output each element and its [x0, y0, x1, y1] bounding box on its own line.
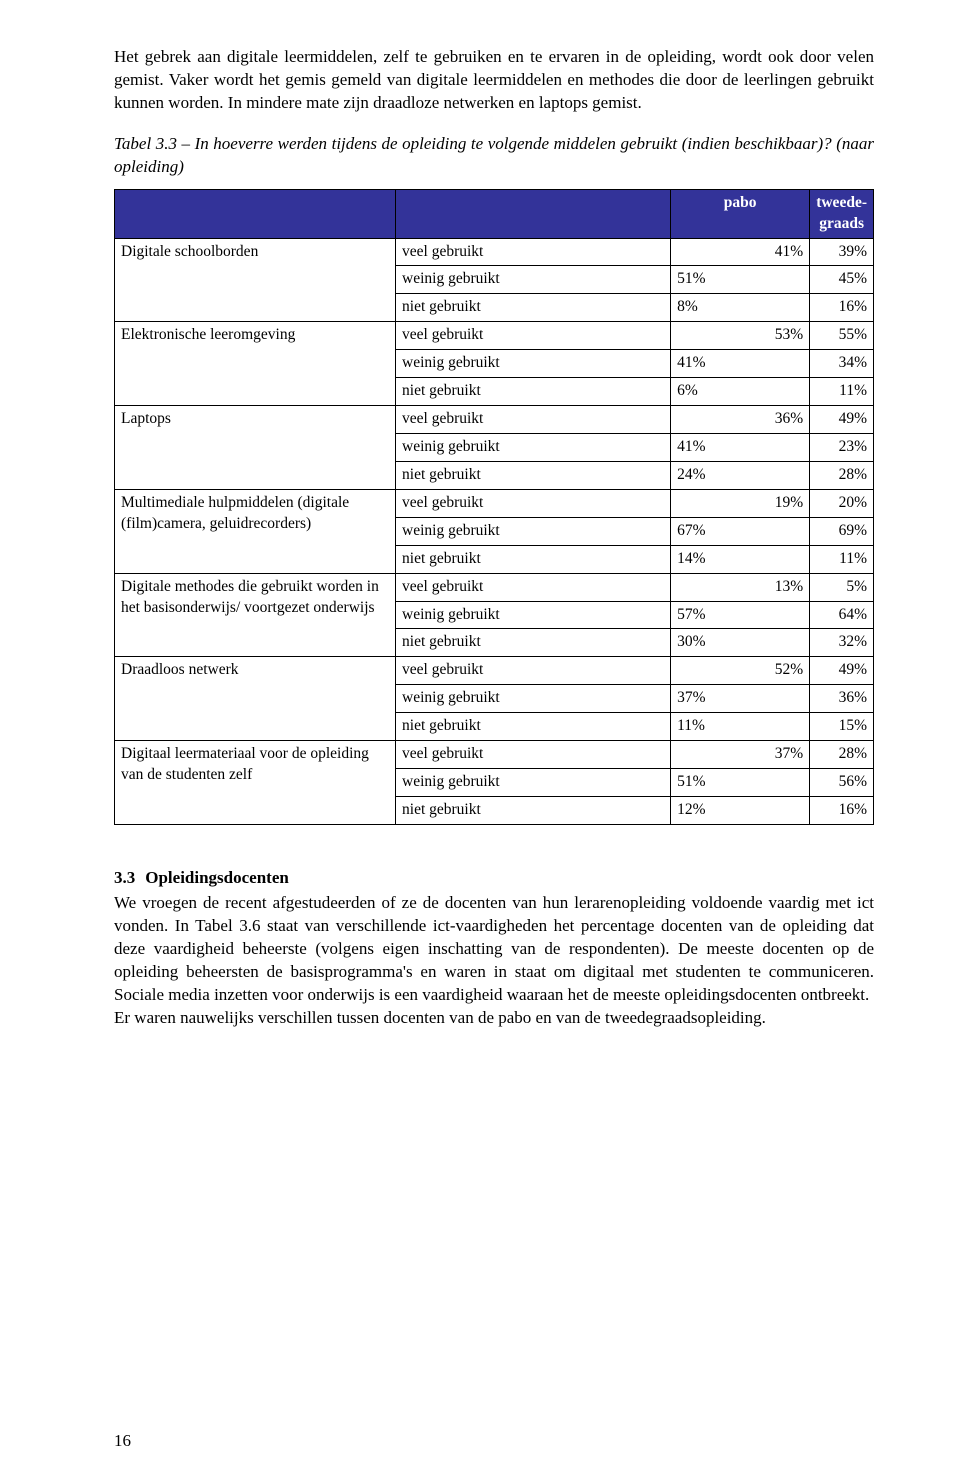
- row-usage: veel gebruikt: [396, 238, 671, 266]
- row-pabo: 37%: [671, 685, 810, 713]
- row-tweedegraads: 49%: [810, 406, 874, 434]
- row-tweedegraads: 49%: [810, 657, 874, 685]
- row-pabo: 24%: [671, 461, 810, 489]
- header-tweedegraads: tweede-graads: [810, 189, 874, 238]
- row-label: Draadloos netwerk: [115, 657, 396, 741]
- row-tweedegraads: 23%: [810, 433, 874, 461]
- header-pabo: pabo: [671, 189, 810, 238]
- row-pabo: 14%: [671, 545, 810, 573]
- section-heading: 3.3 Opleidingsdocenten: [114, 867, 874, 890]
- row-tweedegraads: 11%: [810, 378, 874, 406]
- row-usage: weinig gebruikt: [396, 266, 671, 294]
- intro-paragraph: Het gebrek aan digitale leermiddelen, ze…: [114, 46, 874, 115]
- row-tweedegraads: 16%: [810, 796, 874, 824]
- row-usage: veel gebruikt: [396, 406, 671, 434]
- row-pabo: 30%: [671, 629, 810, 657]
- row-pabo: 12%: [671, 796, 810, 824]
- row-usage: niet gebruikt: [396, 461, 671, 489]
- row-tweedegraads: 36%: [810, 685, 874, 713]
- row-tweedegraads: 16%: [810, 294, 874, 322]
- row-pabo: 13%: [671, 573, 810, 601]
- header-blank1: [115, 189, 396, 238]
- table-row: Draadloos netwerkveel gebruikt52%49%: [115, 657, 874, 685]
- usage-table: pabo tweede-graads Digitale schoolborden…: [114, 189, 874, 825]
- table-caption: Tabel 3.3 – In hoeverre werden tijdens d…: [114, 133, 874, 179]
- row-pabo: 41%: [671, 238, 810, 266]
- row-label: Digitale methodes die gebruikt worden in…: [115, 573, 396, 657]
- page-number: 16: [114, 1430, 131, 1453]
- row-tweedegraads: 28%: [810, 461, 874, 489]
- row-usage: weinig gebruikt: [396, 517, 671, 545]
- row-tweedegraads: 28%: [810, 741, 874, 769]
- row-usage: veel gebruikt: [396, 741, 671, 769]
- row-pabo: 41%: [671, 433, 810, 461]
- row-pabo: 37%: [671, 741, 810, 769]
- row-tweedegraads: 39%: [810, 238, 874, 266]
- row-usage: veel gebruikt: [396, 573, 671, 601]
- row-usage: weinig gebruikt: [396, 601, 671, 629]
- row-usage: weinig gebruikt: [396, 769, 671, 797]
- row-tweedegraads: 15%: [810, 713, 874, 741]
- section-body-2: Er waren nauwelijks verschillen tussen d…: [114, 1007, 874, 1030]
- row-pabo: 19%: [671, 489, 810, 517]
- row-tweedegraads: 56%: [810, 769, 874, 797]
- table-row: Laptopsveel gebruikt36%49%: [115, 406, 874, 434]
- row-pabo: 53%: [671, 322, 810, 350]
- row-pabo: 41%: [671, 350, 810, 378]
- row-pabo: 6%: [671, 378, 810, 406]
- table-header-row: pabo tweede-graads: [115, 189, 874, 238]
- row-tweedegraads: 32%: [810, 629, 874, 657]
- row-pabo: 11%: [671, 713, 810, 741]
- row-usage: veel gebruikt: [396, 322, 671, 350]
- row-pabo: 67%: [671, 517, 810, 545]
- row-pabo: 51%: [671, 266, 810, 294]
- row-tweedegraads: 45%: [810, 266, 874, 294]
- row-label: Laptops: [115, 406, 396, 490]
- row-pabo: 52%: [671, 657, 810, 685]
- row-usage: weinig gebruikt: [396, 685, 671, 713]
- section-number: 3.3: [114, 867, 135, 890]
- row-usage: weinig gebruikt: [396, 433, 671, 461]
- table-row: Elektronische leeromgevingveel gebruikt5…: [115, 322, 874, 350]
- row-pabo: 57%: [671, 601, 810, 629]
- row-usage: niet gebruikt: [396, 378, 671, 406]
- table-row: Digitaal leermateriaal voor de opleiding…: [115, 741, 874, 769]
- row-usage: niet gebruikt: [396, 796, 671, 824]
- row-tweedegraads: 11%: [810, 545, 874, 573]
- row-usage: niet gebruikt: [396, 545, 671, 573]
- row-tweedegraads: 34%: [810, 350, 874, 378]
- header-blank2: [396, 189, 671, 238]
- row-label: Digitaal leermateriaal voor de opleiding…: [115, 741, 396, 825]
- table-row: Multimediale hulpmiddelen (digitale (fil…: [115, 489, 874, 517]
- section-body-1: We vroegen de recent afgestudeerden of z…: [114, 892, 874, 1007]
- row-label: Digitale schoolborden: [115, 238, 396, 322]
- row-tweedegraads: 64%: [810, 601, 874, 629]
- row-usage: niet gebruikt: [396, 629, 671, 657]
- row-usage: veel gebruikt: [396, 489, 671, 517]
- row-tweedegraads: 55%: [810, 322, 874, 350]
- row-label: Multimediale hulpmiddelen (digitale (fil…: [115, 489, 396, 573]
- row-label: Elektronische leeromgeving: [115, 322, 396, 406]
- row-pabo: 51%: [671, 769, 810, 797]
- row-usage: weinig gebruikt: [396, 350, 671, 378]
- row-pabo: 36%: [671, 406, 810, 434]
- row-usage: niet gebruikt: [396, 713, 671, 741]
- row-pabo: 8%: [671, 294, 810, 322]
- row-usage: veel gebruikt: [396, 657, 671, 685]
- table-row: Digitale methodes die gebruikt worden in…: [115, 573, 874, 601]
- row-tweedegraads: 5%: [810, 573, 874, 601]
- table-row: Digitale schoolbordenveel gebruikt41%39%: [115, 238, 874, 266]
- row-tweedegraads: 69%: [810, 517, 874, 545]
- row-tweedegraads: 20%: [810, 489, 874, 517]
- row-usage: niet gebruikt: [396, 294, 671, 322]
- section-title: Opleidingsdocenten: [145, 868, 289, 887]
